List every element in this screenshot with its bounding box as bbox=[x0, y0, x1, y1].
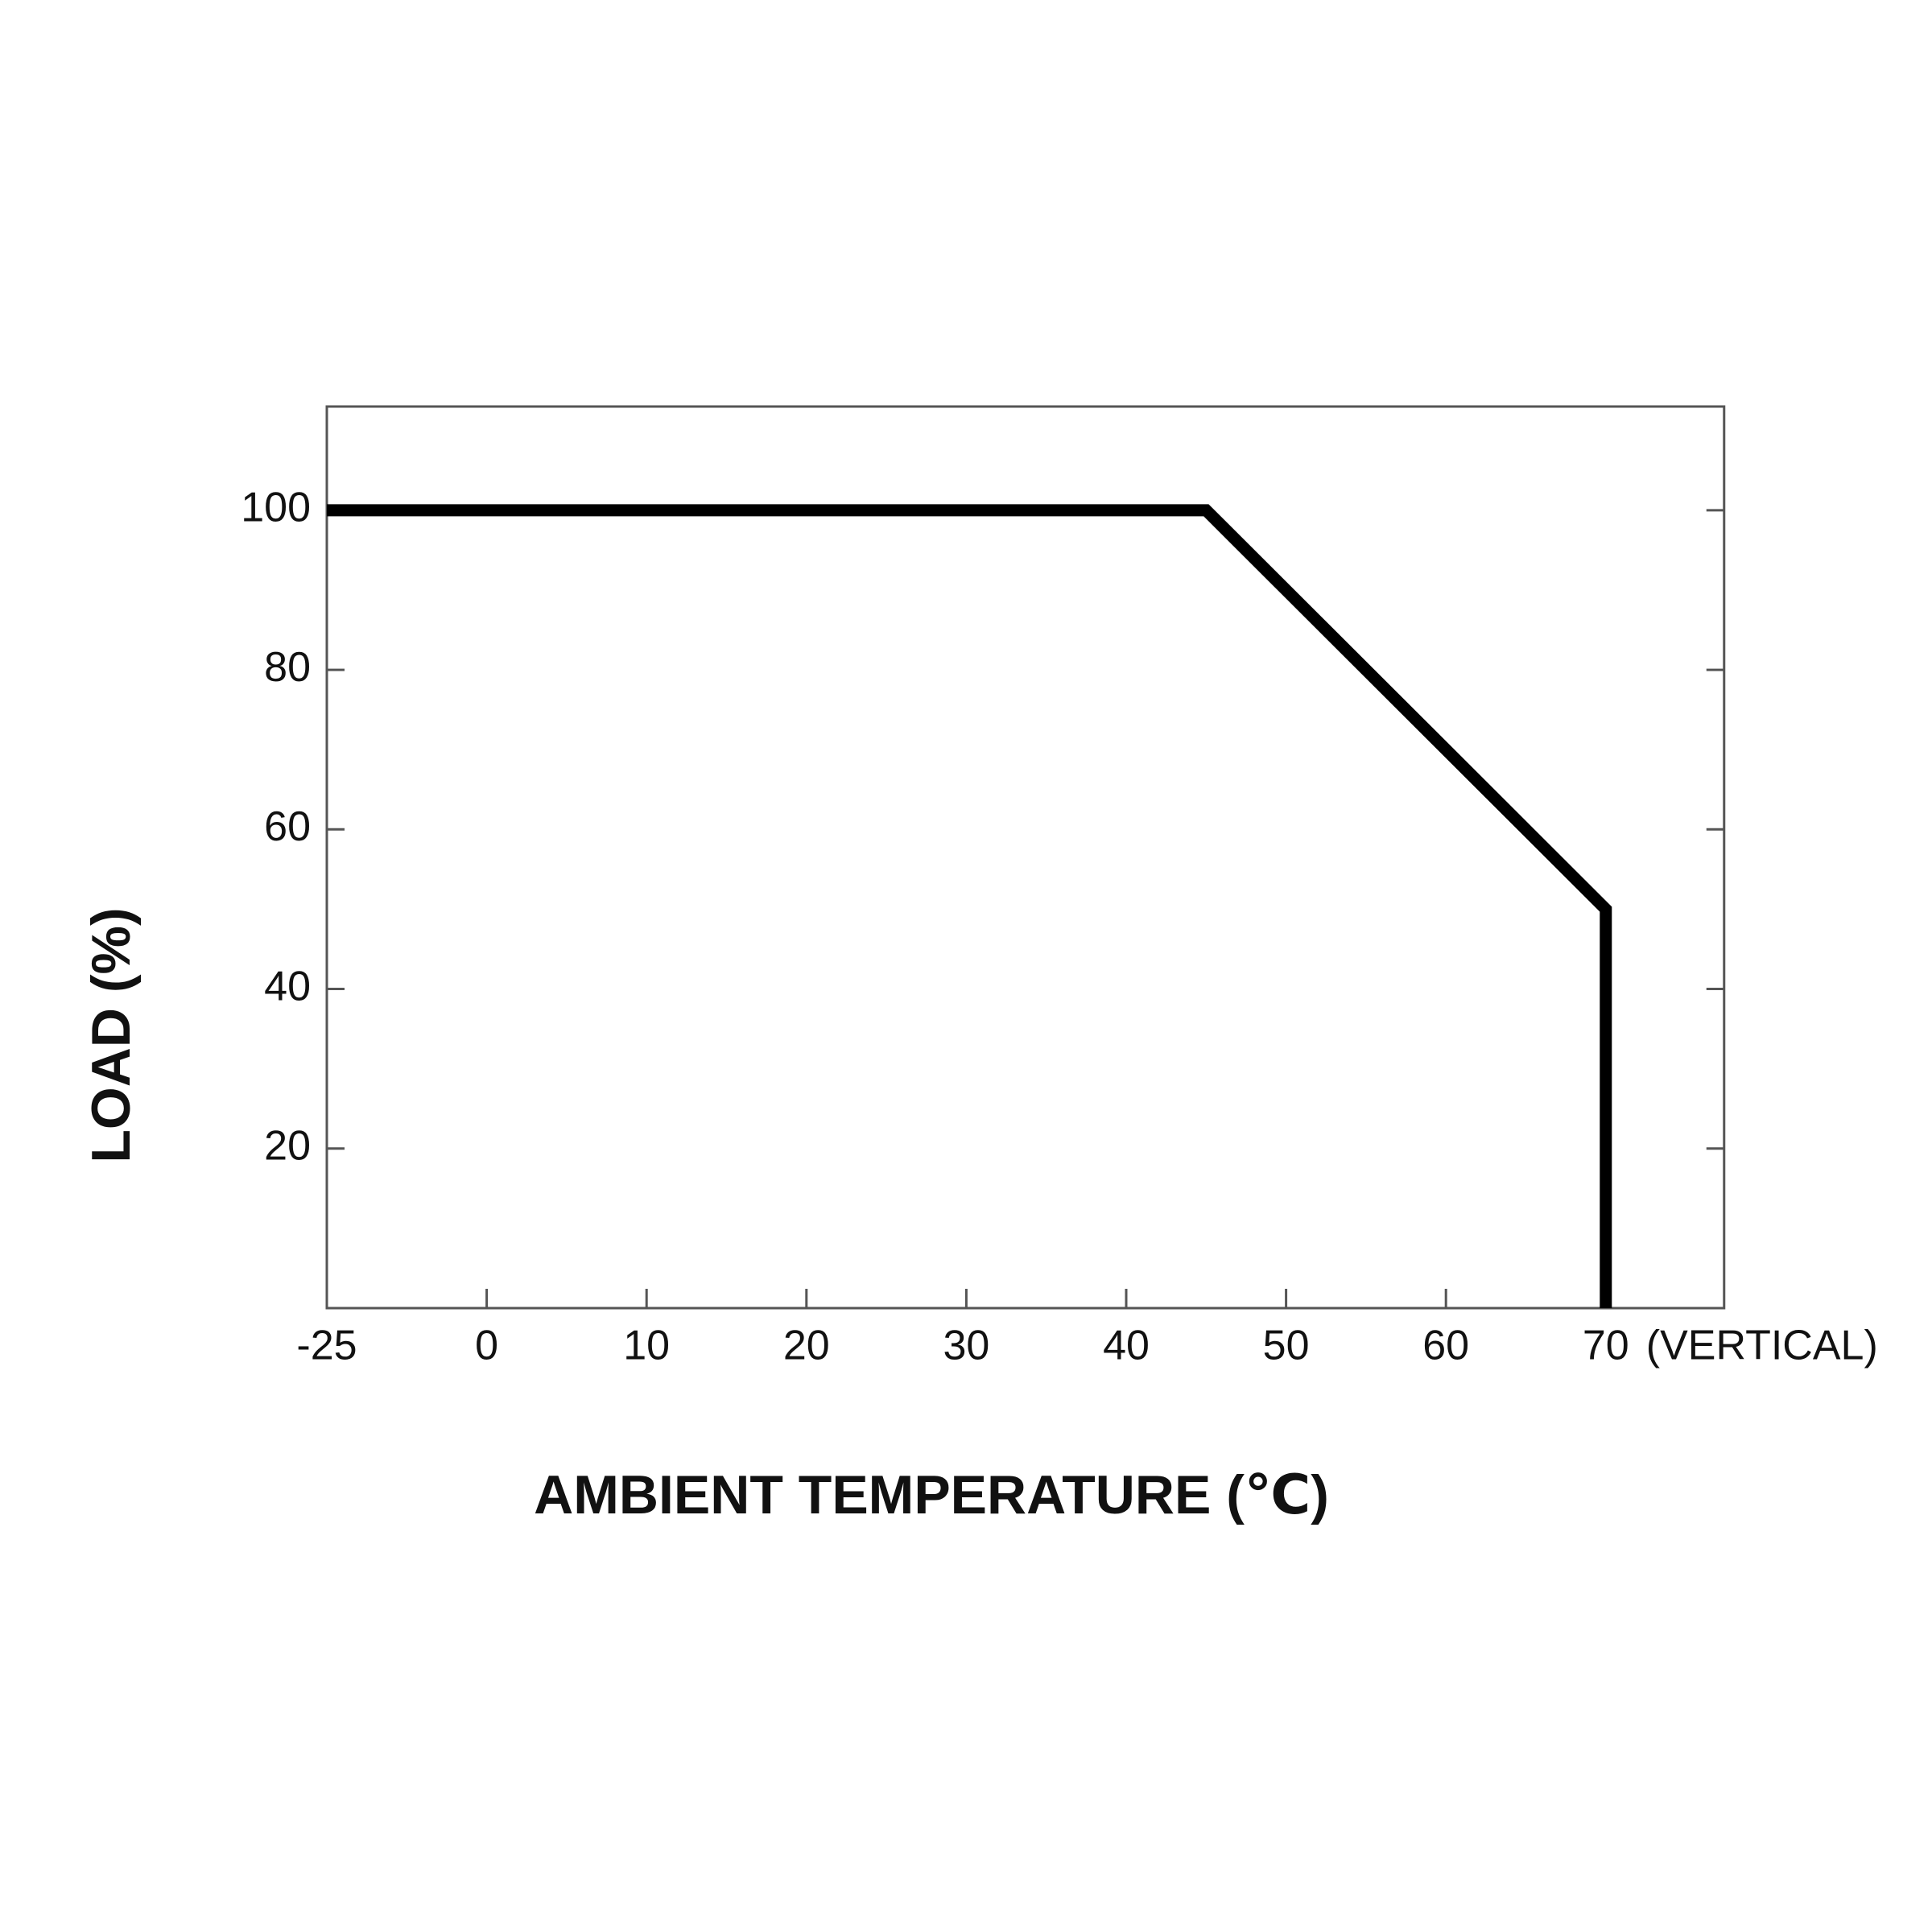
x-tick-label: 20 bbox=[783, 1323, 830, 1369]
y-tick-label: 80 bbox=[264, 644, 311, 691]
x-tick-label: 0 bbox=[475, 1323, 498, 1369]
x-tick-label: 10 bbox=[623, 1323, 670, 1369]
derating-line bbox=[327, 504, 1612, 1308]
y-tick-label: 20 bbox=[264, 1123, 311, 1170]
x-axis-label: AMBIENT TEMPERATURE (℃) bbox=[534, 1464, 1329, 1525]
y-tick-label: 60 bbox=[264, 803, 311, 850]
y-tick-label: 40 bbox=[264, 963, 311, 1009]
plot-frame bbox=[325, 405, 1726, 1310]
y-tick-label: 100 bbox=[241, 485, 311, 531]
y-axis-label: LOAD (%) bbox=[80, 907, 142, 1162]
annotation: (VERTICAL) bbox=[1646, 1323, 1878, 1369]
x-tick-label: 70 bbox=[1583, 1323, 1629, 1369]
x-tick-label: 30 bbox=[943, 1323, 989, 1369]
x-tick-label: 40 bbox=[1103, 1323, 1150, 1369]
x-tick-label: -25 bbox=[296, 1323, 357, 1369]
x-tick-label: 50 bbox=[1263, 1323, 1310, 1369]
x-tick-label: 60 bbox=[1422, 1323, 1469, 1369]
